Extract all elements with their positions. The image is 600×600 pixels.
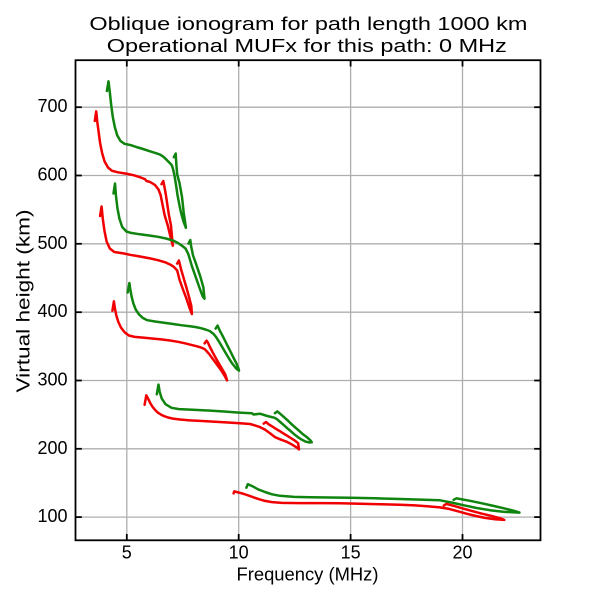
svg-text:300: 300: [37, 370, 67, 390]
svg-text:15: 15: [341, 542, 361, 562]
svg-text:500: 500: [37, 233, 67, 253]
svg-text:5: 5: [122, 542, 132, 562]
svg-text:600: 600: [37, 165, 67, 185]
svg-text:400: 400: [37, 301, 67, 321]
svg-text:Oblique ionogram for path leng: Oblique ionogram for path length 1000 km: [89, 13, 527, 34]
svg-text:20: 20: [452, 542, 472, 562]
svg-text:Virtual height (km): Virtual height (km): [14, 210, 34, 393]
svg-text:700: 700: [37, 96, 67, 116]
svg-text:200: 200: [37, 438, 67, 458]
svg-text:Frequency (MHz): Frequency (MHz): [237, 565, 379, 585]
svg-text:Operational MUFx for this path: Operational MUFx for this path: 0 MHz: [107, 35, 507, 56]
svg-text:10: 10: [229, 542, 249, 562]
svg-text:100: 100: [37, 506, 67, 526]
